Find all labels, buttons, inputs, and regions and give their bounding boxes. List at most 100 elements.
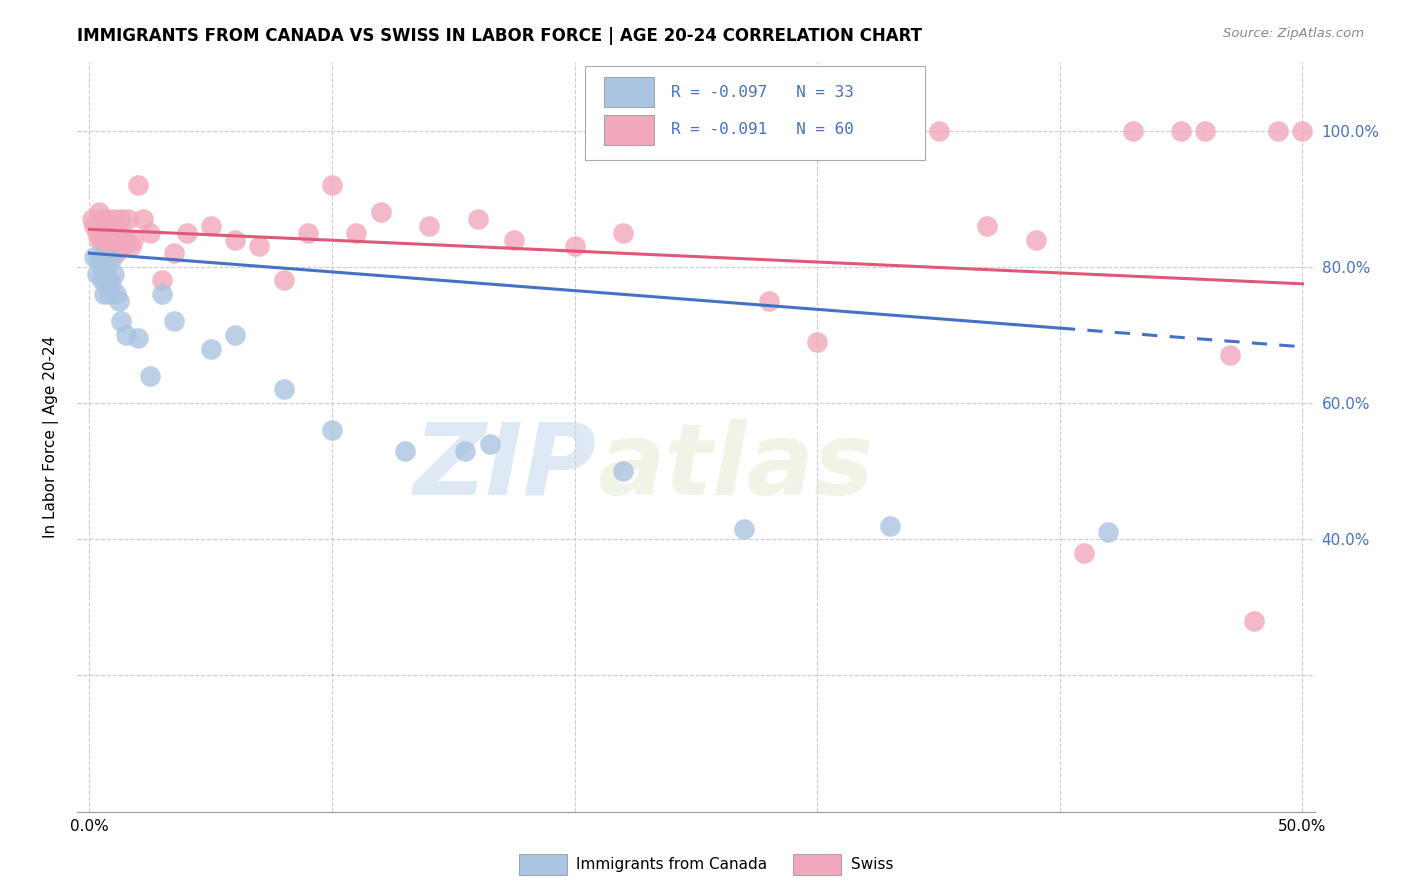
Text: Swiss: Swiss xyxy=(851,857,893,871)
Point xyxy=(564,239,586,253)
Point xyxy=(90,273,112,287)
Point xyxy=(107,293,129,308)
Point xyxy=(97,287,120,301)
Point xyxy=(110,212,132,227)
FancyBboxPatch shape xyxy=(605,115,654,145)
Point xyxy=(418,219,440,233)
Point xyxy=(150,273,173,287)
Point xyxy=(122,233,145,247)
Point xyxy=(120,239,142,253)
Point xyxy=(93,219,115,233)
Point xyxy=(273,383,295,397)
Point xyxy=(86,226,108,240)
Point xyxy=(96,260,118,274)
Point xyxy=(478,437,501,451)
Point xyxy=(200,219,222,233)
Point xyxy=(176,226,198,240)
Point xyxy=(96,277,118,291)
Point xyxy=(612,464,634,478)
Point xyxy=(97,219,120,233)
Point xyxy=(370,205,392,219)
Point xyxy=(97,233,120,247)
Point xyxy=(344,226,367,240)
Point xyxy=(321,178,343,192)
Text: R = -0.097   N = 33: R = -0.097 N = 33 xyxy=(671,85,853,100)
Point xyxy=(879,518,901,533)
Point xyxy=(321,423,343,437)
Point xyxy=(100,239,122,253)
Text: Immigrants from Canada: Immigrants from Canada xyxy=(576,857,768,871)
Point xyxy=(89,252,111,267)
Point xyxy=(100,277,122,291)
Point xyxy=(503,233,526,247)
Point xyxy=(163,246,186,260)
Point xyxy=(90,233,112,247)
Point xyxy=(976,219,998,233)
Point xyxy=(132,212,155,227)
Point xyxy=(110,314,132,328)
Point xyxy=(80,212,103,227)
Point xyxy=(90,260,112,274)
Point xyxy=(855,123,877,137)
Point xyxy=(928,123,950,137)
Text: ZIP: ZIP xyxy=(413,418,598,516)
Point xyxy=(96,212,118,227)
Point xyxy=(117,212,139,227)
Point xyxy=(758,293,780,308)
Point xyxy=(115,327,138,342)
FancyBboxPatch shape xyxy=(585,66,925,160)
Point xyxy=(96,239,118,253)
Point xyxy=(150,287,173,301)
Point xyxy=(127,331,149,345)
Point xyxy=(115,233,138,247)
Point xyxy=(86,267,108,281)
Point xyxy=(100,252,122,267)
Point xyxy=(103,267,125,281)
Point xyxy=(734,522,756,536)
Text: R = -0.091   N = 60: R = -0.091 N = 60 xyxy=(671,122,853,137)
FancyBboxPatch shape xyxy=(605,78,654,107)
Point xyxy=(93,246,115,260)
Text: Source: ZipAtlas.com: Source: ZipAtlas.com xyxy=(1223,27,1364,40)
Point xyxy=(1267,123,1289,137)
Point xyxy=(806,334,828,349)
Point xyxy=(139,226,162,240)
Point xyxy=(105,287,128,301)
Point xyxy=(89,233,111,247)
Point xyxy=(90,212,112,227)
Point xyxy=(273,273,295,287)
Point xyxy=(1219,348,1241,362)
Point xyxy=(1073,546,1095,560)
Point xyxy=(105,246,128,260)
Y-axis label: In Labor Force | Age 20-24: In Labor Force | Age 20-24 xyxy=(44,336,59,538)
Point xyxy=(93,267,115,281)
Point xyxy=(83,250,105,264)
Point xyxy=(1170,123,1192,137)
Point xyxy=(103,233,125,247)
Text: atlas: atlas xyxy=(598,418,873,516)
Point xyxy=(96,226,118,240)
Point xyxy=(112,239,135,253)
Point xyxy=(1122,123,1144,137)
Point xyxy=(103,212,125,227)
Point xyxy=(224,233,246,247)
Point xyxy=(1025,233,1047,247)
Text: IMMIGRANTS FROM CANADA VS SWISS IN LABOR FORCE | AGE 20-24 CORRELATION CHART: IMMIGRANTS FROM CANADA VS SWISS IN LABOR… xyxy=(77,27,922,45)
Point xyxy=(83,219,105,233)
Point xyxy=(247,239,270,253)
Point xyxy=(297,226,319,240)
Point xyxy=(97,273,120,287)
Point xyxy=(200,342,222,356)
Point xyxy=(139,368,162,383)
Point xyxy=(467,212,489,227)
Point xyxy=(612,226,634,240)
Point xyxy=(224,327,246,342)
Point xyxy=(1243,614,1265,628)
Point xyxy=(1194,123,1216,137)
Point xyxy=(1097,525,1119,540)
Point xyxy=(1291,123,1313,137)
Point xyxy=(107,226,129,240)
Point xyxy=(93,287,115,301)
Point xyxy=(394,443,416,458)
Point xyxy=(163,314,186,328)
